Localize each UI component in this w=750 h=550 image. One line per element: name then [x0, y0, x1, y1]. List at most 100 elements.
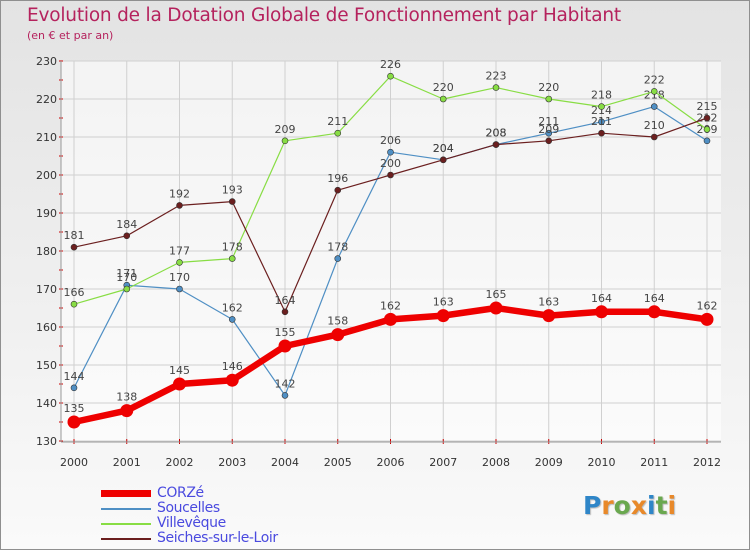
- y-tick-label: 150: [36, 359, 57, 372]
- data-label: 166: [64, 286, 85, 299]
- data-label: 162: [222, 301, 243, 314]
- data-point: [228, 316, 236, 323]
- logo-letter: P: [583, 491, 602, 520]
- data-point: [492, 141, 500, 148]
- legend-swatch: [101, 507, 151, 510]
- data-point: [70, 243, 78, 251]
- data-point: [439, 156, 447, 164]
- data-point: [331, 328, 345, 342]
- legend-swatch: [101, 522, 151, 525]
- data-label: 226: [380, 58, 401, 71]
- x-tick-label: 2002: [166, 456, 194, 469]
- x-tick-label: 2000: [60, 456, 88, 469]
- data-point: [228, 255, 236, 262]
- data-point: [176, 202, 183, 209]
- x-tick-label: 2010: [588, 456, 616, 469]
- data-point: [123, 232, 131, 240]
- data-label: 178: [327, 241, 348, 254]
- data-point: [598, 118, 605, 126]
- data-label: 163: [433, 296, 454, 309]
- data-label: 214: [591, 104, 612, 117]
- x-tick-label: 2005: [324, 456, 352, 469]
- logo-letter: r: [601, 491, 614, 520]
- data-point: [281, 137, 289, 145]
- x-tick-label: 2004: [271, 456, 299, 469]
- data-point: [436, 309, 450, 323]
- data-label: 208: [486, 127, 507, 140]
- data-label: 158: [327, 315, 348, 328]
- data-label: 142: [275, 377, 296, 390]
- data-label: 144: [64, 370, 85, 383]
- data-point: [70, 384, 78, 392]
- x-tick-label: 2003: [218, 456, 246, 469]
- data-point: [545, 129, 553, 137]
- data-label: 181: [64, 229, 85, 242]
- data-label: 170: [169, 271, 190, 284]
- legend: CORZé Soucelles Villevêque Seiches-sur-le-L…: [101, 486, 278, 546]
- y-tick-label: 210: [36, 131, 57, 144]
- legend-item: CORZé: [101, 486, 278, 501]
- x-tick-label: 2006: [377, 456, 405, 469]
- data-point: [173, 377, 186, 391]
- data-label: 206: [380, 134, 401, 147]
- logo-letter: t: [655, 491, 668, 520]
- data-point: [387, 171, 394, 179]
- y-tick-label: 130: [36, 435, 57, 448]
- data-label: 162: [380, 299, 401, 312]
- legend-swatch: [101, 490, 151, 497]
- data-point: [384, 312, 397, 326]
- data-label: 215: [697, 100, 718, 113]
- data-label: 211: [591, 115, 612, 128]
- legend-label: Villevêque: [157, 515, 226, 531]
- legend-label: Soucelles: [157, 500, 220, 516]
- data-label: 178: [222, 241, 243, 254]
- data-point: [70, 300, 78, 308]
- y-tick-label: 220: [36, 93, 57, 106]
- data-point: [439, 95, 447, 103]
- data-point: [545, 137, 553, 145]
- data-point: [703, 114, 711, 122]
- data-label: 196: [327, 172, 348, 185]
- legend-item: Soucelles: [101, 501, 278, 516]
- data-label: 146: [222, 360, 243, 373]
- legend-label: CORZé: [157, 485, 204, 501]
- data-point: [647, 305, 661, 319]
- data-point: [123, 285, 131, 293]
- data-point: [278, 339, 292, 353]
- data-point: [334, 129, 342, 137]
- logo-letter: x: [630, 491, 647, 520]
- data-label: 138: [116, 391, 137, 404]
- x-tick-label: 2009: [535, 456, 563, 469]
- y-tick-label: 170: [36, 283, 57, 296]
- data-point: [176, 285, 183, 293]
- data-point: [703, 126, 711, 133]
- data-point: [225, 373, 239, 387]
- data-point: [67, 415, 81, 429]
- data-label: 220: [433, 81, 454, 94]
- chart-subtitle: (en € et par an): [27, 29, 114, 42]
- data-label: 184: [116, 218, 137, 231]
- data-point: [545, 95, 553, 103]
- logo-letter: i: [667, 491, 677, 520]
- data-point: [334, 186, 342, 194]
- data-label: 204: [433, 142, 454, 155]
- data-label: 222: [644, 73, 665, 86]
- data-label: 209: [538, 123, 559, 136]
- y-tick-label: 160: [36, 321, 57, 334]
- legend-swatch: [101, 537, 151, 540]
- y-tick-label: 190: [36, 207, 57, 220]
- chart-title: Evolution de la Dotation Globale de Fonc…: [27, 5, 621, 26]
- data-label: 170: [116, 271, 137, 284]
- legend-item: Villevêque: [101, 516, 278, 531]
- data-label: 208: [486, 127, 507, 140]
- data-point: [700, 312, 714, 326]
- data-point: [703, 137, 711, 145]
- data-point: [598, 129, 605, 137]
- data-point: [595, 305, 608, 319]
- y-tick-label: 180: [36, 245, 57, 258]
- data-label: 211: [327, 115, 348, 128]
- y-tick-label: 140: [36, 397, 57, 410]
- proxiti-logo: Proxiti: [583, 491, 676, 520]
- data-label: 155: [275, 326, 296, 339]
